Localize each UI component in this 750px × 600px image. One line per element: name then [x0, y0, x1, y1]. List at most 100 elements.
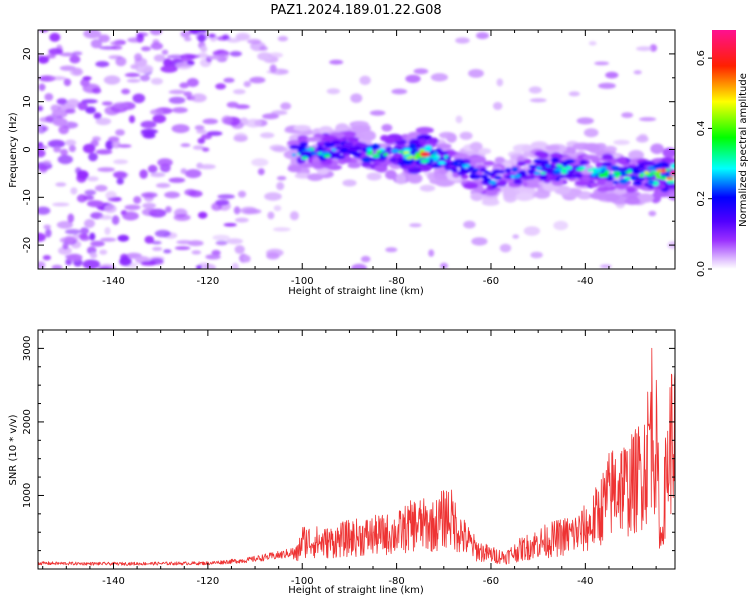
heatmap-noise-cell [164, 191, 181, 199]
heatmap-noise-cell [150, 42, 163, 50]
heatmap-noise-cell [52, 202, 70, 207]
heatmap-ridge-cell [463, 182, 479, 190]
heatmap-noise-cell [180, 30, 191, 38]
heatmap-noise-cell [183, 91, 193, 97]
heatmap-ridge-cell [606, 177, 614, 182]
heatmap-noise-cell [122, 211, 139, 221]
heatmap-noise-cell [49, 76, 67, 81]
heatmap-ridge-cell [601, 153, 614, 160]
heatmap-ridge-cell [415, 155, 424, 159]
heatmap-noise-cell [260, 132, 275, 139]
heatmap-noise-cell [598, 82, 616, 89]
heatmap-noise-cell [359, 75, 371, 86]
snr-y-axis-label: SNR (10 * v/v) [8, 414, 19, 485]
heatmap-noise-cell [68, 145, 76, 153]
heatmap-marks [38, 30, 675, 269]
heatmap-noise-cell [233, 206, 241, 215]
heatmap-noise-cell [223, 77, 235, 83]
heatmap-noise-cell [233, 89, 246, 95]
heatmap-ridge-cell [426, 156, 431, 160]
heatmap-ridge-cell [598, 173, 606, 178]
heatmap-noise-cell [272, 227, 291, 232]
heatmap-ridge-cell [317, 148, 324, 151]
heatmap-noise-cell [223, 223, 237, 227]
heatmap-noise-cell [194, 125, 205, 131]
x-tick-label: -60 [483, 276, 499, 287]
heatmap-ridge-cell [453, 158, 465, 163]
heatmap-ridge-cell [660, 157, 673, 163]
heatmap-ridge-cell [505, 175, 512, 179]
heatmap-ridge-cell [581, 175, 591, 182]
heatmap-ridge-cell [483, 160, 495, 166]
heatmap-ridge-cell [483, 170, 490, 174]
heatmap-noise-cell [39, 30, 49, 33]
heatmap-noise-cell [107, 197, 122, 202]
heatmap-ridge-cell [458, 162, 467, 165]
heatmap-noise-cell [243, 255, 251, 263]
heatmap-noise-cell [113, 159, 129, 165]
heatmap-noise-cell [139, 74, 151, 82]
heatmap-noise-cell [52, 117, 68, 127]
heatmap-noise-cell [576, 117, 594, 125]
heatmap-noise-cell [234, 245, 245, 254]
heatmap-ridge-cell [594, 168, 603, 173]
heatmap-ridge-cell [587, 168, 592, 172]
heatmap-ridge-cell [311, 152, 319, 155]
snr-y-ticks: 1000 2000 3000 [22, 329, 675, 570]
y-tick-label: 10 [22, 95, 33, 108]
heatmap-ridge-cell [534, 171, 540, 176]
heatmap-ridge-cell [627, 169, 633, 173]
heatmap-noise-cell [92, 87, 102, 94]
heatmap-ridge-cell [372, 153, 380, 158]
heatmap-ridge-cell [306, 136, 321, 142]
heatmap-y-ticks: -20 -10 0 10 20 [22, 29, 675, 270]
heatmap-noise-cell [92, 136, 101, 142]
heatmap-ridge-cell [491, 183, 498, 189]
heatmap-noise-cell [268, 52, 284, 58]
heatmap-ridge-cell [545, 164, 551, 168]
heatmap-ridge-cell [389, 157, 398, 163]
heatmap-ridge-cell [639, 173, 645, 178]
heatmap-ridge-cell [397, 161, 406, 166]
heatmap-ridge-cell [384, 137, 396, 144]
heatmap-noise-cell [621, 112, 634, 118]
heatmap-noise-cell [233, 135, 248, 142]
heatmap-noise-cell [150, 77, 163, 85]
heatmap-noise-cell [167, 54, 185, 59]
heatmap-noise-cell [197, 137, 206, 144]
heatmap-noise-cell [144, 235, 155, 244]
heatmap-noise-cell [53, 146, 61, 153]
heatmap-ridge-cell [536, 166, 542, 171]
heatmap-noise-cell [413, 68, 429, 75]
heatmap-ridge-cell [375, 150, 383, 154]
heatmap-ridge-cell [298, 136, 309, 144]
heatmap-noise-cell [455, 37, 470, 44]
heatmap-noise-cell [528, 86, 542, 94]
heatmap-ridge-cell [403, 148, 411, 152]
heatmap-noise-cell [428, 249, 435, 257]
heatmap-ridge-cell [502, 189, 517, 199]
heatmap-noise-cell [192, 145, 205, 150]
heatmap-ridge-cell [494, 169, 501, 175]
heatmap-ridge-cell [398, 150, 404, 154]
heatmap-noise-cell [168, 89, 187, 95]
heatmap-noise-cell [152, 39, 160, 45]
heatmap-ridge-cell [419, 148, 425, 153]
heatmap-ridge-cell [656, 168, 662, 173]
heatmap-noise-cell [66, 253, 83, 262]
heatmap-ridge-cell [515, 192, 534, 202]
heatmap-noise-cell [104, 204, 117, 213]
heatmap-noise-cell [218, 52, 229, 60]
heatmap-noise-cell [56, 98, 68, 105]
colorbar-tick-label: 0.0 [696, 261, 707, 277]
heatmap-noise-cell [351, 263, 367, 269]
heatmap-ridge-cell [659, 176, 667, 180]
heatmap-ridge-cell [636, 193, 654, 203]
heatmap-ridge-cell [484, 190, 498, 197]
heatmap-ridge-cell [301, 156, 309, 160]
heatmap-noise-cell [141, 46, 151, 52]
heatmap-noise-cell [38, 145, 49, 150]
heatmap-noise-cell [235, 217, 249, 223]
heatmap-ridge-cell [526, 183, 541, 189]
heatmap-noise-cell [149, 258, 164, 265]
